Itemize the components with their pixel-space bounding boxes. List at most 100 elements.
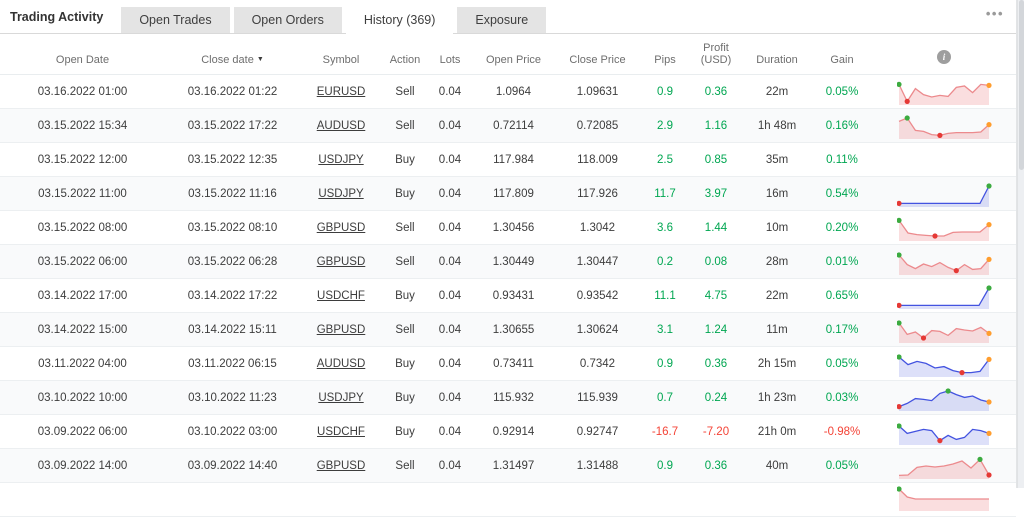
gain-cell: 0.65% [825,289,859,302]
symbol-link[interactable]: AUDUSD [316,119,366,132]
sparkline-chart [872,347,1016,380]
header-action[interactable]: Action [389,54,421,66]
open-date-cell: 03.14.2022 17:00 [37,289,128,302]
open-price-cell: 0.93431 [492,289,535,302]
symbol-link[interactable]: USDJPY [318,153,364,166]
table-row: 03.15.2022 08:00 03.15.2022 08:10 GBPUSD… [0,211,1016,245]
scrollbar[interactable] [1017,0,1024,488]
open-date-cell: 03.15.2022 15:34 [37,119,128,132]
gain-cell: 0.05% [825,357,859,370]
tab-open-trades[interactable]: Open Trades [121,7,230,33]
open-price-cell: 115.932 [493,391,534,404]
open-date-cell: 03.15.2022 11:00 [38,187,127,200]
symbol-link[interactable]: GBPUSD [316,323,366,336]
close-date-cell: 03.15.2022 17:22 [187,119,278,132]
close-price-cell: 1.30447 [576,255,619,268]
open-price-cell: 117.809 [493,187,534,200]
open-date-cell: 03.15.2022 12:00 [37,153,128,166]
scrollbar-thumb[interactable] [1019,0,1024,170]
sparkline-chart [872,211,1016,244]
duration-cell: 35m [765,153,789,166]
lots-cell: 0.04 [438,153,462,166]
close-price-cell: 117.926 [577,187,618,200]
tab-bar-spacer [548,0,986,33]
pips-cell: 3.1 [657,323,673,336]
header-close-price[interactable]: Close Price [569,54,626,66]
pips-cell: 0.7 [657,391,673,404]
tab-trading-activity[interactable]: Trading Activity [10,9,104,24]
symbol-link[interactable]: AUDUSD [316,357,366,370]
symbol-link[interactable]: EURUSD [316,85,366,98]
profit-cell: -7.20 [702,425,730,438]
close-date-cell: 03.14.2022 17:22 [187,289,278,302]
close-price-cell: 1.31488 [576,459,619,472]
pips-cell: -16.7 [651,425,679,438]
duration-cell: 28m [765,255,789,268]
open-price-cell: 0.72114 [493,119,534,132]
gain-cell: 0.20% [825,221,859,234]
duration-cell: 11m [766,323,788,336]
header-profit[interactable]: Profit (USD) [690,34,742,74]
profit-cell: 1.24 [704,323,728,336]
tab-open-orders[interactable]: Open Orders [233,7,342,33]
sparkline-chart [872,109,1016,142]
close-date-cell: 03.15.2022 08:10 [187,221,278,234]
header-gain[interactable]: Gain [830,54,854,66]
symbol-link[interactable]: USDJPY [318,391,364,404]
close-date-cell: 03.11.2022 06:15 [188,357,277,370]
table-row: 03.16.2022 01:00 03.16.2022 01:22 EURUSD… [0,75,1016,109]
duration-cell: 1h 23m [757,391,797,404]
sparkline-chart [872,279,1016,312]
open-date-cell: 03.09.2022 14:00 [37,459,128,472]
profit-cell: 0.08 [704,255,728,268]
symbol-link[interactable]: USDCHF [317,289,365,302]
symbol-link[interactable]: GBPUSD [316,221,366,234]
sparkline-chart [872,177,1016,210]
open-price-cell: 1.30456 [492,221,535,234]
open-date-cell: 03.11.2022 04:00 [38,357,127,370]
duration-cell: 22m [765,85,789,98]
open-price-cell: 1.31497 [492,459,535,472]
header-duration[interactable]: Duration [756,54,798,66]
symbol-link[interactable]: GBPUSD [316,255,366,268]
table-row [0,483,1016,517]
open-price-cell: 1.0964 [495,85,532,98]
tab-history[interactable]: History (369) [345,7,454,34]
close-price-cell: 1.09631 [576,85,619,98]
close-date-cell: 03.16.2022 01:22 [187,85,278,98]
header-lots[interactable]: Lots [439,54,461,66]
duration-cell: 16m [765,187,789,200]
duration-cell: 21h 0m [757,425,797,438]
action-cell: Sell [395,119,415,132]
table-row: 03.14.2022 15:00 03.14.2022 15:11 GBPUSD… [0,313,1016,347]
gain-cell: 0.54% [825,187,859,200]
sparkline-chart [872,245,1016,278]
close-price-cell: 118.009 [577,153,618,166]
close-date-cell: 03.15.2022 06:28 [187,255,278,268]
symbol-link[interactable]: USDJPY [318,187,364,200]
open-price-cell: 1.30655 [492,323,535,336]
header-open-date[interactable]: Open Date [55,54,110,66]
table-row: 03.15.2022 12:00 03.15.2022 12:35 USDJPY… [0,143,1016,177]
header-close-date[interactable]: Close date ▼ [165,34,300,74]
tab-exposure[interactable]: Exposure [457,7,547,33]
close-price-cell: 115.939 [577,391,618,404]
sparkline-chart [872,381,1016,414]
close-date-cell: 03.15.2022 12:35 [187,153,278,166]
info-icon[interactable]: i [937,50,951,64]
gain-cell: -0.98% [823,425,861,438]
header-close-date-label: Close date [201,53,254,66]
duration-cell: 2h 15m [757,357,797,370]
symbol-link[interactable]: USDCHF [317,425,365,438]
header-symbol[interactable]: Symbol [322,54,360,66]
header-open-price[interactable]: Open Price [485,54,542,66]
table-header: Open Date Close date ▼ Symbol Action Lot… [0,34,1016,75]
action-cell: Sell [395,255,415,268]
sparkline-chart [872,313,1016,346]
header-pips[interactable]: Pips [654,54,676,66]
more-menu-icon[interactable]: ••• [985,6,1004,21]
pips-cell: 0.9 [657,459,673,472]
symbol-link[interactable]: GBPUSD [316,459,366,472]
profit-cell: 3.97 [704,187,728,200]
